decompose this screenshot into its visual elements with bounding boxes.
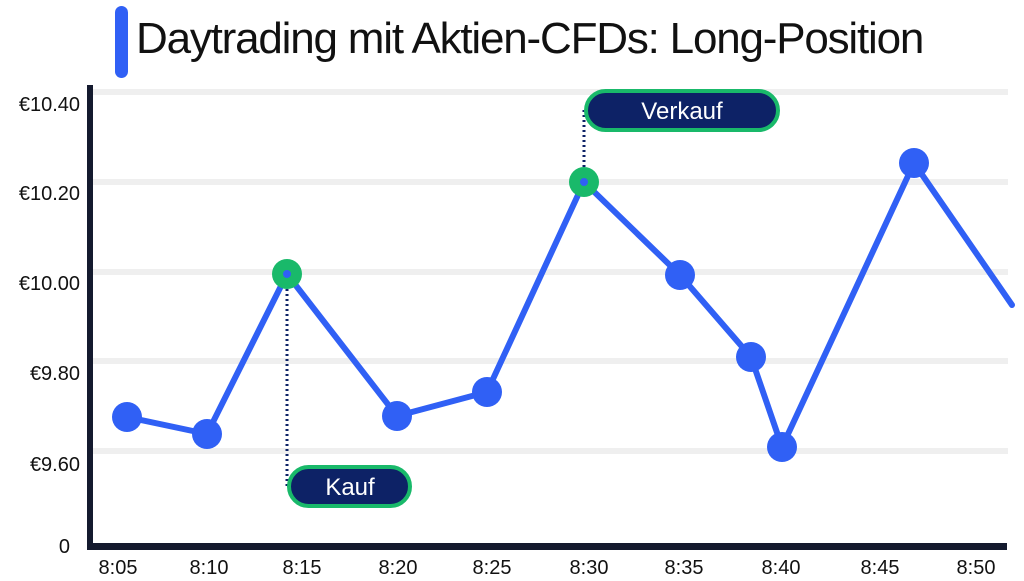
sell-tag: Verkauf xyxy=(584,89,780,132)
data-point xyxy=(736,342,766,372)
x-label: 8:15 xyxy=(283,557,322,579)
x-axis-line xyxy=(87,543,1007,550)
y-label: €10.00 xyxy=(19,273,80,295)
data-point xyxy=(899,148,929,178)
sell-point-center xyxy=(580,178,588,186)
gridline-960 xyxy=(92,448,1008,454)
data-point xyxy=(472,377,502,407)
gridline-1040 xyxy=(92,89,1008,95)
title-accent-bar xyxy=(115,6,128,78)
sell-tag-pill xyxy=(584,89,780,132)
x-label: 8:40 xyxy=(762,557,801,579)
y-label: €10.40 xyxy=(19,94,80,116)
x-axis-labels: 8:05 8:10 8:15 8:20 8:25 8:30 8:35 8:40 … xyxy=(99,557,996,579)
y-label-zero: 0 xyxy=(59,536,70,558)
gridlines xyxy=(92,89,1008,454)
data-point xyxy=(192,419,222,449)
buy-point-center xyxy=(283,270,291,278)
gridline-1000 xyxy=(92,269,1008,275)
gridline-1020 xyxy=(92,179,1008,185)
data-points xyxy=(112,148,929,462)
x-label: 8:50 xyxy=(957,557,996,579)
buy-tag: Kauf xyxy=(287,465,412,508)
y-label: €10.20 xyxy=(19,183,80,205)
price-line xyxy=(124,160,1015,450)
y-label: €9.80 xyxy=(30,363,80,385)
x-label: 8:45 xyxy=(861,557,900,579)
sell-tag-label: Verkauf xyxy=(641,98,723,125)
x-label: 8:10 xyxy=(190,557,229,579)
x-label: 8:35 xyxy=(665,557,704,579)
buy-tag-label: Kauf xyxy=(325,474,375,501)
x-label: 8:05 xyxy=(99,557,138,579)
x-label: 8:20 xyxy=(379,557,418,579)
data-point xyxy=(382,401,412,431)
x-label: 8:30 xyxy=(570,557,609,579)
data-point xyxy=(665,260,695,290)
y-label: €9.60 xyxy=(30,454,80,476)
buy-tag-pill xyxy=(287,465,412,508)
data-point xyxy=(767,432,797,462)
x-label: 8:25 xyxy=(473,557,512,579)
y-axis-labels: €10.40 €10.20 €10.00 €9.80 €9.60 0 xyxy=(19,94,80,558)
chart-title: Daytrading mit Aktien-CFDs: Long-Positio… xyxy=(136,14,924,63)
y-axis-line xyxy=(87,85,93,550)
data-point xyxy=(112,402,142,432)
gridline-980 xyxy=(92,358,1008,364)
